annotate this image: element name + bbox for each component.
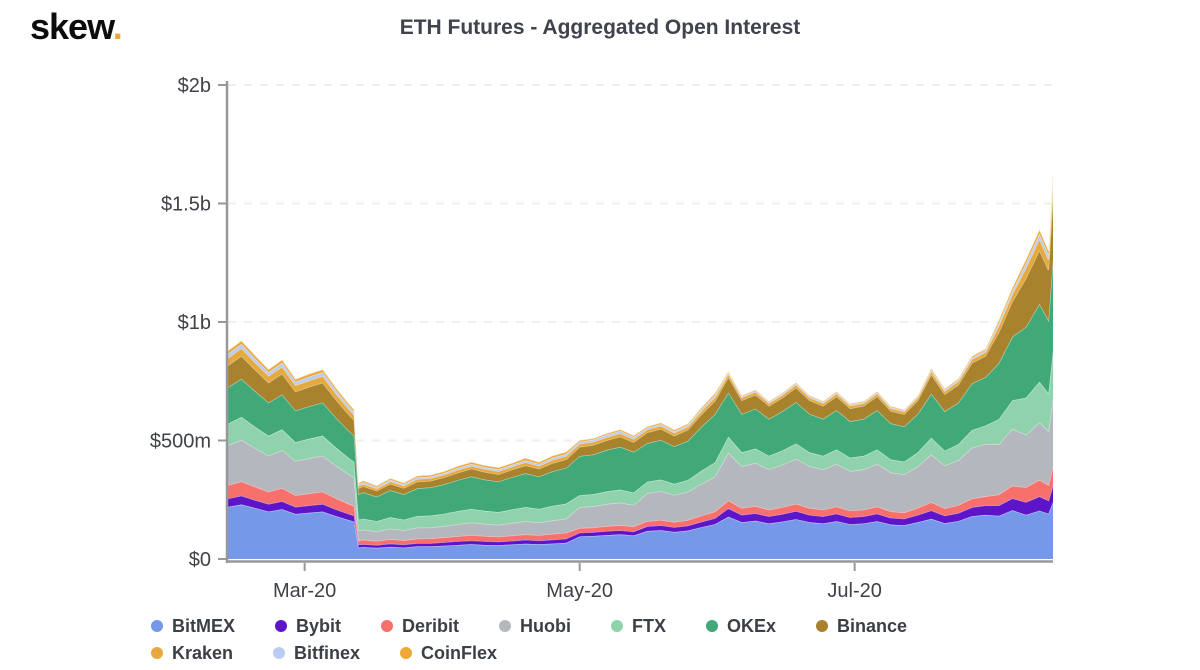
legend-dot-icon — [273, 647, 286, 659]
legend-label: Binance — [837, 615, 908, 636]
legend-dot-icon — [381, 620, 393, 632]
legend-label: BitMEX — [172, 615, 235, 636]
x-tick-label: Jul-20 — [827, 580, 881, 602]
legend-label: CoinFlex — [421, 642, 498, 663]
y-tick-label: $1b — [178, 312, 211, 334]
legend-label: Deribit — [402, 615, 460, 636]
legend-item-binance[interactable]: Binance — [816, 616, 907, 637]
legend-item-bybit[interactable]: Bybit — [275, 616, 341, 637]
legend-label: FTX — [632, 615, 667, 636]
legend-item-coinflex[interactable]: CoinFlex — [400, 643, 497, 664]
legend-label: Bybit — [296, 615, 341, 636]
legend-dot-icon — [275, 620, 287, 632]
skew-logo-dot: . — [112, 6, 123, 47]
legend-item-bitmex[interactable]: BitMEX — [151, 616, 235, 637]
skew-logo-text: skew — [30, 6, 114, 47]
legend-row: BitMEX Bybit Deribit Huobi FTX OKEx Binance — [151, 614, 907, 638]
legend-dot-icon — [151, 620, 163, 632]
legend-item-huobi[interactable]: Huobi — [499, 616, 571, 637]
area-huobi[interactable] — [228, 398, 1053, 541]
legend-dot-icon — [499, 620, 512, 632]
legend-dot-icon — [706, 620, 719, 632]
chart-legend: BitMEX Bybit Deribit Huobi FTX OKEx Binance Kra… — [151, 614, 907, 665]
y-tick-label: $500m — [150, 431, 211, 453]
legend-row: Kraken Bitfinex CoinFlex — [151, 641, 907, 665]
y-tick-label: $1.5b — [161, 194, 211, 216]
y-tick-label: $0 — [189, 549, 211, 571]
area-ftx[interactable] — [228, 351, 1053, 532]
legend-item-ftx[interactable]: FTX — [611, 616, 666, 637]
legend-label: Huobi — [520, 615, 572, 636]
chart-title: ETH Futures - Aggregated Open Interest — [399, 16, 801, 39]
legend-dot-icon — [611, 620, 624, 632]
area-bitmex[interactable] — [228, 502, 1053, 559]
legend-item-kraken[interactable]: Kraken — [151, 643, 233, 664]
legend-item-deribit[interactable]: Deribit — [381, 616, 459, 637]
area-edge — [227, 172, 1054, 487]
legend-dot-icon — [151, 647, 163, 659]
legend-dot-icon — [400, 647, 413, 659]
legend-label: Kraken — [172, 642, 234, 663]
x-tick-label: May-20 — [546, 580, 613, 602]
skew-logo: skew. — [30, 6, 123, 48]
legend-label: OKEx — [727, 615, 777, 636]
legend-item-okex[interactable]: OKEx — [706, 616, 776, 637]
legend-dot-icon — [816, 620, 829, 632]
x-tick-label: Mar-20 — [273, 580, 336, 602]
area-okex[interactable] — [228, 259, 1053, 522]
legend-item-bitfinex[interactable]: Bitfinex — [273, 643, 360, 664]
y-tick-label: $2b — [178, 75, 211, 97]
legend-label: Bitfinex — [294, 642, 361, 663]
